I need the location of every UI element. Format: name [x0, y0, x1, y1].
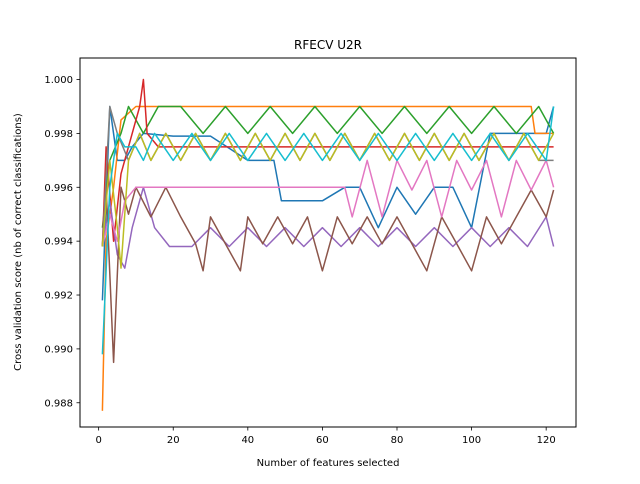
- chart-title: RFECV U2R: [294, 38, 362, 52]
- y-tick-label: 0.990: [44, 344, 73, 355]
- series-line-10: [101, 106, 555, 355]
- x-tick-label: 80: [391, 435, 404, 446]
- series-line-1: [101, 105, 555, 301]
- y-tick-label: 0.988: [44, 398, 73, 409]
- y-axis-label: Cross validation score (nb of correct cl…: [13, 113, 24, 371]
- x-tick-label: 100: [462, 435, 481, 446]
- x-tick-label: 20: [167, 435, 180, 446]
- series-line-6: [101, 186, 555, 364]
- x-axis-label: Number of features selected: [257, 458, 400, 469]
- x-tick-label: 60: [316, 435, 329, 446]
- y-tick-label: 0.998: [44, 129, 73, 140]
- y-tick-label: 1.000: [44, 75, 73, 86]
- series-line-2: [101, 105, 554, 411]
- series-line-7: [101, 159, 555, 247]
- series-line-3: [101, 105, 555, 228]
- y-tick-label: 0.996: [44, 183, 73, 194]
- series-line-4: [101, 78, 554, 247]
- x-tick-label: 0: [95, 435, 101, 446]
- y-tick-label: 0.994: [44, 237, 73, 248]
- x-tick-label: 40: [241, 435, 254, 446]
- series-line-5: [101, 186, 555, 269]
- x-axis: 0 20 40 60 80 100 120: [95, 427, 556, 446]
- x-tick-label: 120: [537, 435, 556, 446]
- series-layer: [101, 78, 555, 411]
- y-axis: 0.988 0.990 0.992 0.994 0.996 0.998 1.000: [44, 75, 80, 409]
- y-tick-label: 0.992: [44, 291, 73, 302]
- series-line-9: [101, 132, 555, 269]
